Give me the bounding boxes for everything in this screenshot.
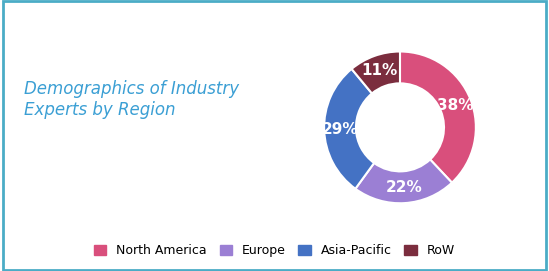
Text: 22%: 22% [385,180,422,195]
Wedge shape [351,51,400,93]
Text: 11%: 11% [362,63,398,79]
Wedge shape [400,51,476,183]
Text: 29%: 29% [322,122,358,137]
Wedge shape [355,159,452,203]
Legend: North America, Europe, Asia-Pacific, RoW: North America, Europe, Asia-Pacific, RoW [89,239,460,262]
Text: Demographics of Industry
Experts by Region: Demographics of Industry Experts by Regi… [24,80,239,119]
Text: 38%: 38% [438,98,474,113]
Wedge shape [324,69,374,189]
